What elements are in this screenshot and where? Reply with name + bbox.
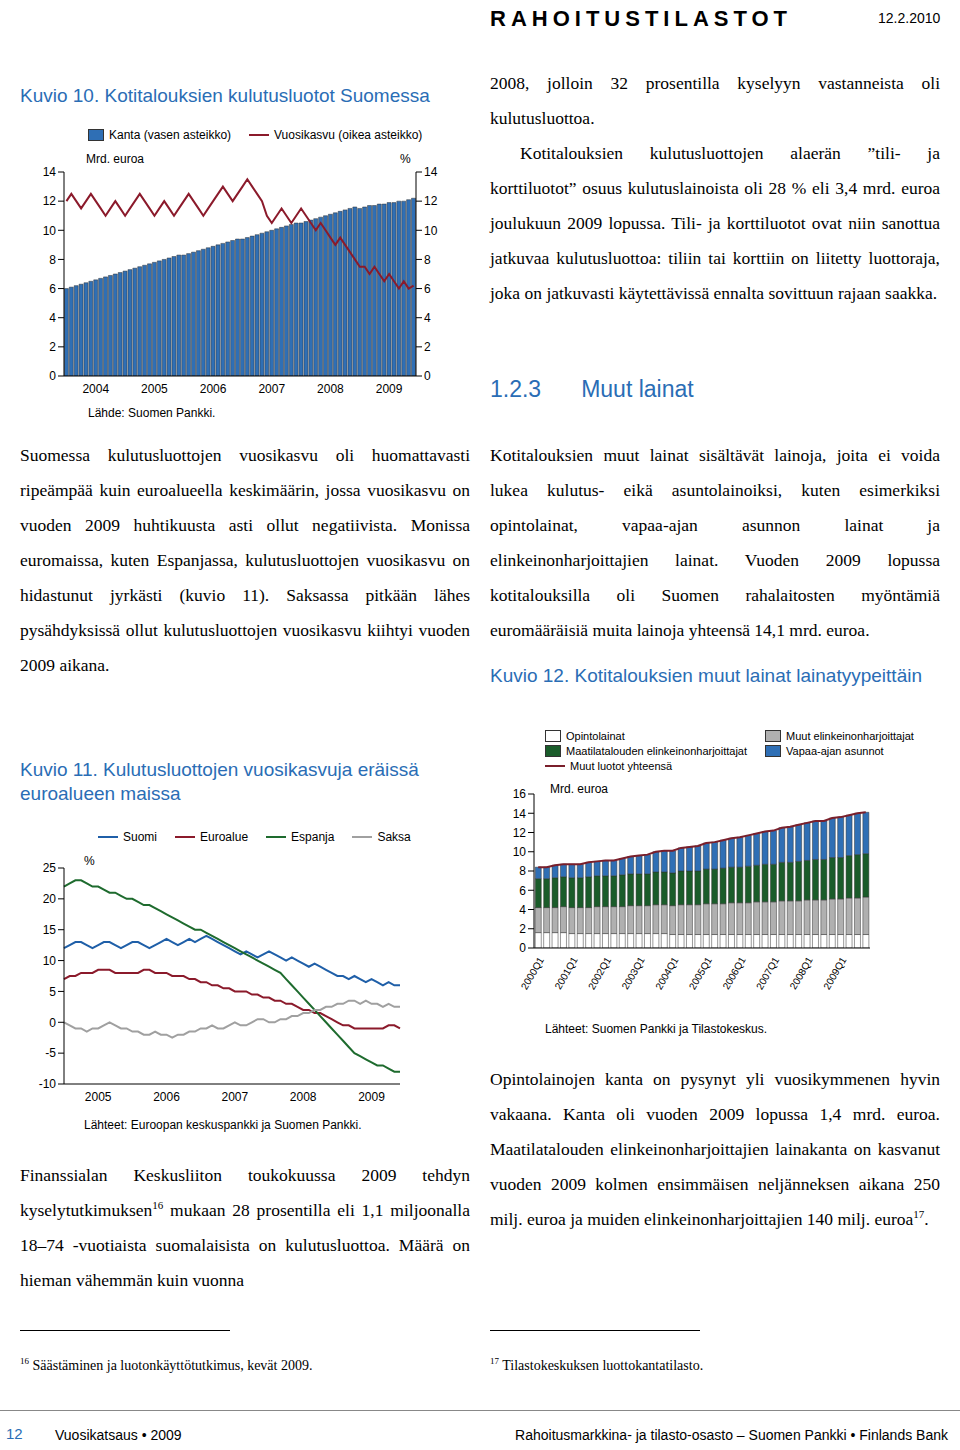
svg-text:6: 6 <box>424 282 431 296</box>
svg-text:0: 0 <box>519 941 526 955</box>
svg-text:5: 5 <box>49 985 56 999</box>
svg-text:0: 0 <box>49 1016 56 1030</box>
svg-text:4: 4 <box>424 311 431 325</box>
html-text:RAHOITUSTILASTOT: RAHOITUSTILASTOT <box>490 6 792 31</box>
svg-text:10: 10 <box>43 224 57 238</box>
svg-text:6: 6 <box>49 282 56 296</box>
svg-text:-5: -5 <box>45 1046 56 1060</box>
html-text:Mrd. euroa: Mrd. euroa <box>86 152 144 166</box>
svg-text:2008: 2008 <box>317 382 344 396</box>
html-text:Kuvio 10. Kotitalouksien kulut: Kuvio 10. Kotitalouksien kulutusluotot S… <box>20 85 430 106</box>
html-text:Suomessa kulutusluottojen vuos: Suomessa kulutusluottojen vuosikasvu oli… <box>20 445 470 675</box>
html-text:Mrd. euroa: Mrd. euroa <box>550 782 608 796</box>
html-text:Espanja: Espanja <box>291 830 335 844</box>
svg-text:2009Q1: 2009Q1 <box>821 955 849 992</box>
svg-text:-10: -10 <box>39 1077 57 1091</box>
svg-text:14: 14 <box>43 165 57 179</box>
svg-text:2005: 2005 <box>85 1090 112 1104</box>
svg-text:2009: 2009 <box>358 1090 385 1104</box>
svg-text:2007: 2007 <box>258 382 285 396</box>
svg-text:12: 12 <box>513 826 527 840</box>
svg-text:2007: 2007 <box>221 1090 248 1104</box>
html-text:Muut lainat: Muut lainat <box>581 376 694 402</box>
svg-text:10: 10 <box>424 224 438 238</box>
html-text:Kanta (vasen asteikko): Kanta (vasen asteikko) <box>109 128 232 142</box>
html-text:Opintolainat: Opintolainat <box>566 730 625 742</box>
svg-text:2006: 2006 <box>153 1090 180 1104</box>
svg-text:2005: 2005 <box>141 382 168 396</box>
html-text:Rahoitusmarkkina- ja tilasto-o: Rahoitusmarkkina- ja tilasto-osasto – Su… <box>515 1427 948 1443</box>
html-text:Muut luotot yhteensä: Muut luotot yhteensä <box>570 760 673 772</box>
svg-text:2000Q1: 2000Q1 <box>519 955 547 992</box>
svg-text:15: 15 <box>43 923 57 937</box>
svg-text:8: 8 <box>519 864 526 878</box>
svg-text:8: 8 <box>424 253 431 267</box>
svg-text:2008: 2008 <box>290 1090 317 1104</box>
svg-text:12: 12 <box>424 194 438 208</box>
html-text:Suomi: Suomi <box>123 830 157 844</box>
html-text:Lähteet: Suomen Pankki ja Tila: Lähteet: Suomen Pankki ja Tilastokeskus. <box>545 1022 768 1036</box>
html-text:Muut elinkeinonharjoittajat: Muut elinkeinonharjoittajat <box>786 730 914 742</box>
html-text:12.2.2010: 12.2.2010 <box>878 10 941 26</box>
svg-text:2006Q1: 2006Q1 <box>720 955 748 992</box>
svg-text:2006: 2006 <box>200 382 227 396</box>
svg-text:2007Q1: 2007Q1 <box>754 955 782 992</box>
svg-text:2003Q1: 2003Q1 <box>620 955 648 992</box>
svg-text:25: 25 <box>43 861 57 875</box>
html-text:Opintolainojen kanta on pysyny: Opintolainojen kanta on pysynyt yli vuos… <box>490 1069 940 1229</box>
svg-text:2004Q1: 2004Q1 <box>653 955 681 992</box>
html-text:12: 12 <box>6 1425 23 1442</box>
svg-text:2001Q1: 2001Q1 <box>552 955 580 992</box>
html-text:Kotitalouksien kulutusluottoje: Kotitalouksien kulutusluottojen alaerän … <box>490 143 940 303</box>
svg-text:8: 8 <box>49 253 56 267</box>
svg-text:4: 4 <box>49 311 56 325</box>
svg-text:0: 0 <box>424 369 431 383</box>
html-text:1.2.3: 1.2.3 <box>490 376 542 402</box>
svg-text:6: 6 <box>519 884 526 898</box>
html-text:Finanssialan Keskusliiton touk: Finanssialan Keskusliiton toukokuussa 20… <box>20 1165 470 1290</box>
html-text:Lähde: Suomen Pankki.: Lähde: Suomen Pankki. <box>88 406 216 420</box>
svg-text:2: 2 <box>49 340 56 354</box>
html-text:Vuosikasvu (oikea asteikko): Vuosikasvu (oikea asteikko) <box>274 128 423 142</box>
html-text:16 Säästäminen ja luotonkäyttö: 16 Säästäminen ja luotonkäyttötutkimus, … <box>20 1356 313 1373</box>
html-text:Saksa: Saksa <box>377 830 411 844</box>
html-text:Kotitalouksien muut lainat sis: Kotitalouksien muut lainat sisältävät la… <box>490 445 940 640</box>
svg-text:2009: 2009 <box>376 382 403 396</box>
svg-text:12: 12 <box>43 194 57 208</box>
html-text:Lähteet: Euroopan keskuspankki: Lähteet: Euroopan keskuspankki ja Suomen… <box>84 1118 362 1132</box>
svg-text:2002Q1: 2002Q1 <box>586 955 614 992</box>
svg-text:2005Q1: 2005Q1 <box>687 955 715 992</box>
svg-text:16: 16 <box>513 787 527 801</box>
svg-text:10: 10 <box>43 954 57 968</box>
html-text:Kuvio 11. Kulutusluottojen vuo: Kuvio 11. Kulutusluottojen vuosikasvuja … <box>20 759 419 804</box>
html-text:Maatilatalouden elinkeinonharj: Maatilatalouden elinkeinonharjoittajat <box>566 745 747 757</box>
svg-text:2004: 2004 <box>82 382 109 396</box>
html-text:Euroalue: Euroalue <box>200 830 249 844</box>
svg-text:20: 20 <box>43 892 57 906</box>
html-text:17 Tilastokeskuksen luottokant: 17 Tilastokeskuksen luottokantatilasto. <box>490 1356 704 1373</box>
html-text:Vuosikatsaus • 2009: Vuosikatsaus • 2009 <box>55 1427 182 1443</box>
html-text:Kuvio 12. Kotitalouksien muut: Kuvio 12. Kotitalouksien muut lainat lai… <box>490 665 922 686</box>
svg-text:14: 14 <box>513 807 527 821</box>
svg-text:4: 4 <box>519 903 526 917</box>
svg-text:2008Q1: 2008Q1 <box>788 955 816 992</box>
svg-text:2: 2 <box>424 340 431 354</box>
svg-text:0: 0 <box>49 369 56 383</box>
svg-text:2: 2 <box>519 922 526 936</box>
html-text:Vapaa-ajan asunnot: Vapaa-ajan asunnot <box>786 745 884 757</box>
svg-text:14: 14 <box>424 165 438 179</box>
html-text:2008, jolloin 32 prosentilla k: 2008, jolloin 32 prosentilla kyselyyn va… <box>490 73 940 128</box>
svg-text:10: 10 <box>513 845 527 859</box>
